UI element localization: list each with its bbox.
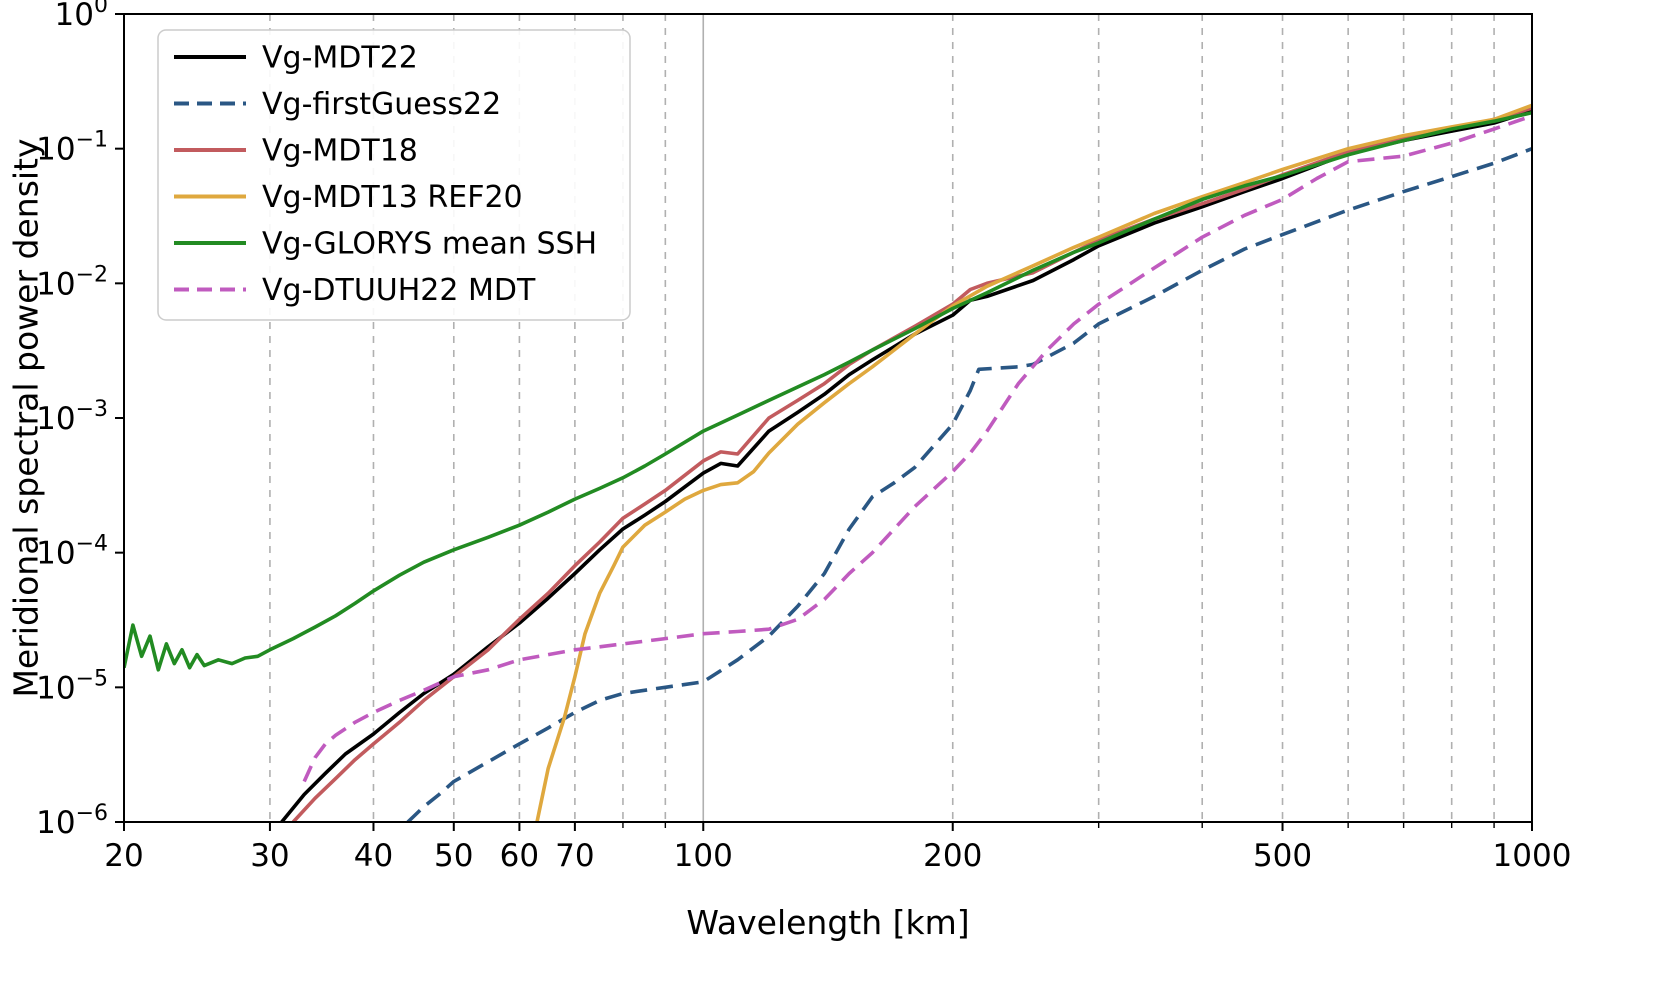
y-tick-label: 10−4	[36, 532, 108, 572]
legend-label: Vg-MDT18	[262, 134, 418, 169]
series-line	[302, 114, 1532, 783]
y-tick-label: 10−6	[36, 801, 108, 841]
x-axis-label: Wavelength [km]	[686, 903, 970, 942]
x-tick-label: 100	[674, 838, 733, 874]
x-tick-label: 500	[1253, 838, 1312, 874]
x-tick-label: 20	[104, 838, 143, 874]
legend-label: Vg-firstGuess22	[262, 87, 501, 122]
legend-label: Vg-DTUUH22 MDT	[262, 273, 536, 308]
legend-box	[157, 29, 631, 321]
x-tick-label: 60	[500, 838, 539, 874]
y-axis-label: Meridional spectral power density	[6, 138, 46, 698]
x-tick-label: 1000	[1493, 838, 1572, 874]
series-group	[124, 103, 1532, 822]
series-line	[291, 106, 1532, 822]
x-tick-label: 200	[923, 838, 982, 874]
y-tick-label: 10−1	[36, 128, 108, 168]
y-tick-label: 10−2	[36, 262, 108, 302]
y-tick-label: 100	[55, 0, 108, 33]
y-tick-label: 10−5	[36, 666, 108, 706]
legend: Vg-MDT22 Vg-firstGuess22 Vg-MDT18 Vg-MDT13 …	[157, 29, 631, 321]
series-line	[406, 147, 1532, 822]
x-tick-label: 40	[354, 838, 393, 874]
x-tick-label: 30	[250, 838, 289, 874]
legend-label: Vg-MDT22	[262, 41, 418, 76]
legend-label: Vg-MDT13 REF20	[262, 180, 523, 215]
legend-label: Vg-GLORYS mean SSH	[262, 227, 597, 262]
y-tick-label: 10−3	[36, 397, 108, 437]
x-tick-label: 70	[555, 838, 594, 874]
series-line	[124, 110, 1532, 672]
x-tick-label: 50	[434, 838, 473, 874]
series-line	[535, 103, 1532, 822]
